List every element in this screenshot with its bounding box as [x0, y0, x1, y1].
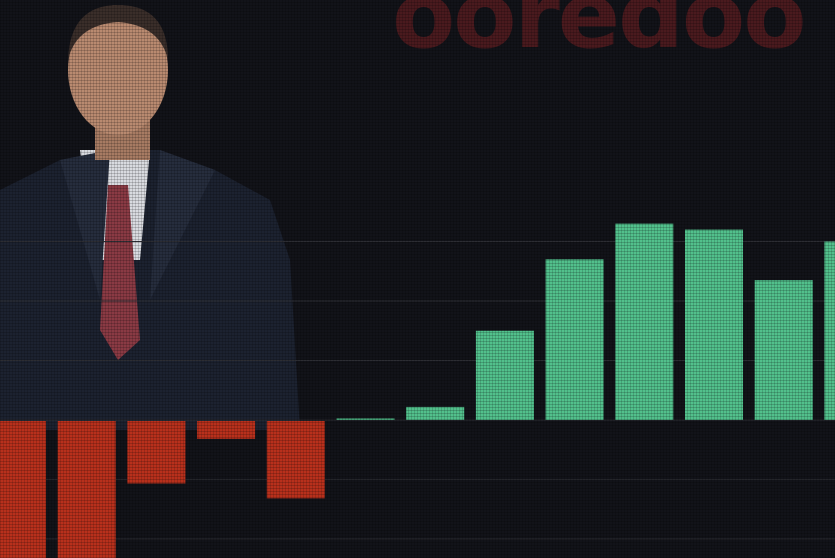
bar-13 — [824, 241, 835, 420]
bar-6 — [336, 418, 395, 420]
bar-5 — [266, 421, 325, 499]
bar-2 — [57, 421, 116, 558]
bar-4 — [197, 421, 256, 439]
bar-1 — [0, 421, 46, 558]
bar-12 — [754, 280, 813, 420]
bar-9 — [545, 259, 604, 420]
bar-10 — [615, 223, 674, 420]
bar-11 — [685, 229, 743, 420]
bar-8 — [475, 330, 534, 420]
bar-3 — [127, 421, 186, 484]
bar-7 — [406, 406, 465, 420]
ooredoo-logo: ooredoo — [392, 0, 806, 69]
